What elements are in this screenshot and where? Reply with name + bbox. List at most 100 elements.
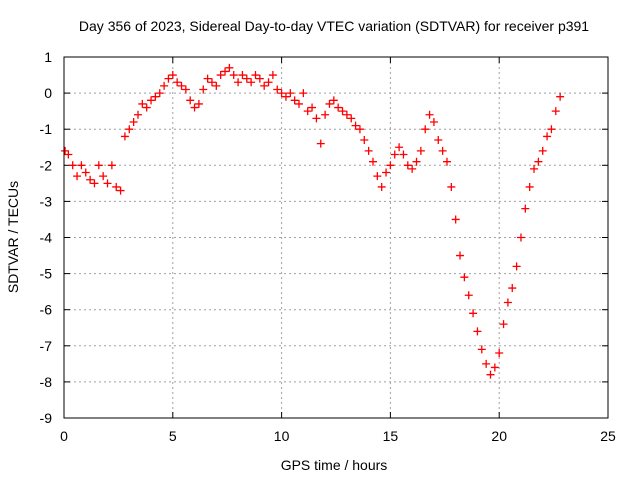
data-point — [73, 172, 82, 181]
data-point — [316, 139, 325, 148]
data-point — [251, 71, 260, 80]
data-point — [521, 204, 530, 213]
data-point — [221, 67, 230, 76]
data-point — [425, 110, 434, 119]
data-point — [477, 345, 486, 354]
data-point — [203, 74, 212, 83]
data-point — [382, 168, 391, 177]
data-point — [138, 99, 147, 108]
y-tick-label: -1 — [40, 121, 53, 137]
x-tick-label: 15 — [383, 428, 399, 444]
data-point — [503, 298, 512, 307]
x-tick-label: 5 — [169, 428, 177, 444]
data-point — [473, 327, 482, 336]
data-point — [442, 157, 451, 166]
data-point — [434, 136, 443, 145]
data-point — [190, 103, 199, 112]
y-tick-label: -3 — [40, 193, 53, 209]
data-point — [399, 150, 408, 159]
data-point — [177, 81, 186, 90]
data-point — [482, 359, 491, 368]
data-point — [351, 121, 360, 130]
y-tick-label: -9 — [40, 410, 53, 426]
data-point — [438, 146, 447, 155]
data-point — [286, 89, 295, 98]
data-point — [373, 172, 382, 181]
data-point — [299, 89, 308, 98]
y-tick-label: -4 — [40, 230, 53, 246]
data-point — [268, 71, 277, 80]
data-point — [525, 182, 534, 191]
data-point — [242, 74, 251, 83]
x-tick-label: 0 — [60, 428, 68, 444]
data-point — [168, 71, 177, 80]
data-point — [508, 284, 517, 293]
y-tick-label: 1 — [44, 49, 52, 65]
y-tick-label: -6 — [40, 302, 53, 318]
data-point — [142, 103, 151, 112]
data-point — [273, 85, 282, 94]
data-point — [469, 309, 478, 318]
data-point — [277, 89, 286, 98]
data-point — [207, 78, 216, 87]
data-point — [456, 251, 465, 260]
data-point — [534, 157, 543, 166]
x-tick-label: 20 — [491, 428, 507, 444]
data-point — [164, 74, 173, 83]
data-point — [247, 78, 256, 87]
data-point — [408, 164, 417, 173]
data-point — [151, 92, 160, 101]
y-tick-label: -2 — [40, 157, 53, 173]
data-point — [386, 161, 395, 170]
data-point — [460, 273, 469, 282]
data-point — [551, 107, 560, 116]
data-point — [225, 63, 234, 72]
data-point — [512, 262, 521, 271]
data-point — [86, 175, 95, 184]
y-axis-label: SDTVAR / TECUs — [5, 181, 21, 293]
data-point — [173, 78, 182, 87]
data-series — [61, 63, 565, 379]
data-point — [490, 363, 499, 372]
data-point — [116, 186, 125, 195]
data-point — [194, 99, 203, 108]
data-point — [290, 96, 299, 105]
data-point — [403, 161, 412, 170]
data-point — [416, 146, 425, 155]
data-point — [90, 179, 99, 188]
data-point — [264, 78, 273, 87]
data-point — [556, 92, 565, 101]
y-tick-label: -7 — [40, 338, 53, 354]
data-point — [325, 99, 334, 108]
chart-title: Day 356 of 2023, Sidereal Day-to-day VTE… — [79, 18, 589, 34]
data-point — [68, 161, 77, 170]
data-point — [464, 291, 473, 300]
data-point — [516, 233, 525, 242]
y-tick-label: -5 — [40, 266, 53, 282]
data-point — [543, 132, 552, 141]
data-point — [229, 71, 238, 80]
data-point — [186, 96, 195, 105]
data-point — [238, 71, 247, 80]
data-point — [308, 103, 317, 112]
data-point — [125, 125, 134, 134]
data-point — [421, 125, 430, 134]
data-point — [77, 161, 86, 170]
data-point — [412, 157, 421, 166]
data-point — [199, 85, 208, 94]
data-point — [312, 114, 321, 123]
x-tick-label: 10 — [274, 428, 290, 444]
data-point — [181, 85, 190, 94]
data-point — [530, 164, 539, 173]
series-sdtvar — [61, 63, 565, 379]
data-point — [303, 107, 312, 116]
data-point — [133, 110, 142, 119]
data-point — [321, 110, 330, 119]
data-point — [360, 136, 369, 145]
data-point — [255, 74, 264, 83]
data-point — [547, 125, 556, 134]
data-point — [355, 125, 364, 134]
